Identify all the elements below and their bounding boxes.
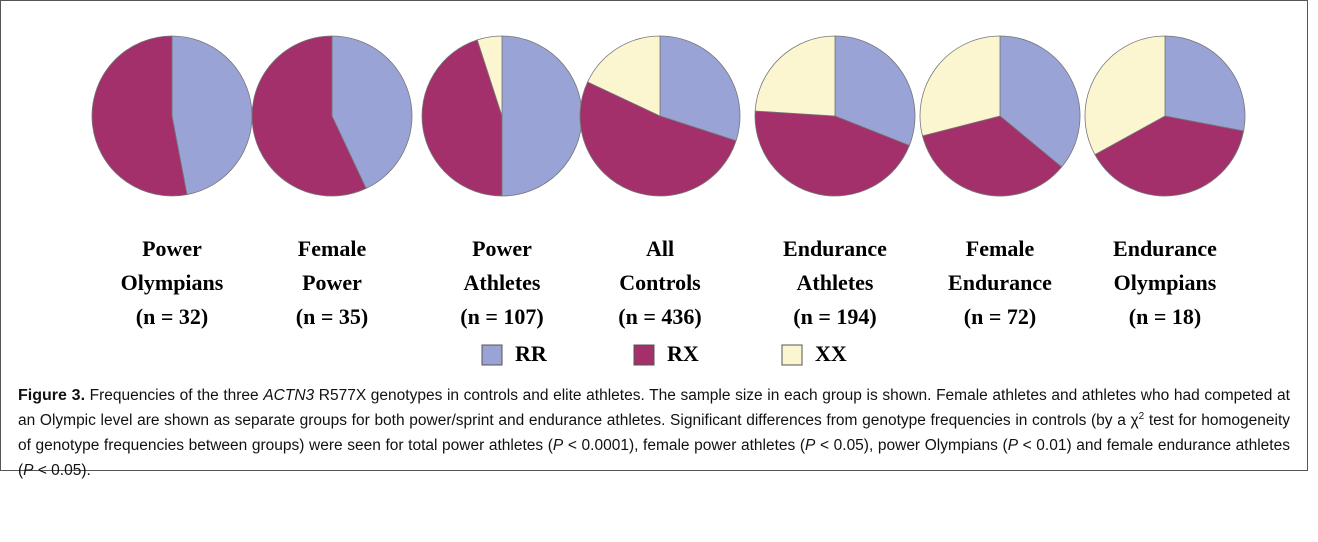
caption-text: < 0.01) and female endurance athletes ( [18, 437, 1290, 479]
pie-title: (n = 18) [1129, 304, 1201, 329]
pie-title: Endurance [783, 236, 887, 261]
pie-slice [251, 35, 367, 197]
pie-title: (n = 35) [296, 304, 368, 329]
caption-text: < 0.0001), female power athletes ( [563, 437, 806, 454]
pie-slice [421, 39, 503, 197]
pie-title: (n = 107) [460, 304, 543, 329]
pie-title: Athletes [464, 270, 541, 295]
legend-label: RR [515, 341, 548, 366]
pie-title: Female [298, 236, 367, 261]
pie-slice [331, 35, 413, 189]
caption-text: P [1007, 437, 1019, 454]
pie-slice [1164, 35, 1246, 132]
pie-slice [1084, 35, 1166, 156]
caption-text: P [23, 462, 34, 479]
pie-title: Endurance [1113, 236, 1217, 261]
pie-slice [476, 35, 503, 117]
pie-slice [659, 35, 741, 142]
pie-slice [91, 35, 188, 197]
pie-slice [587, 35, 661, 117]
pie-title: Endurance [948, 270, 1052, 295]
caption-text: < 0.05), power Olympians ( [815, 437, 1008, 454]
caption-text: test for homogeneity of genotype frequen… [18, 412, 1291, 454]
pie-title: Female [966, 236, 1035, 261]
pie-title: Power [302, 270, 362, 295]
legend-label: RX [667, 341, 699, 366]
caption: Figure 3. Frequencies of the three ACTN3… [18, 383, 1290, 483]
pie-slice [834, 35, 916, 146]
caption-text: R577X genotypes in controls and elite at… [18, 387, 1290, 429]
frame [0, 0, 1308, 471]
caption-text: P [552, 437, 564, 454]
pie-title: Olympians [121, 270, 224, 295]
pie-slice [1094, 115, 1245, 197]
caption-text: 2 [1138, 410, 1145, 422]
pie-title: (n = 436) [618, 304, 701, 329]
legend-swatch [781, 344, 803, 366]
pie-slice [754, 35, 836, 117]
pie-title: (n = 72) [964, 304, 1036, 329]
pie-slice [999, 35, 1081, 168]
caption-label: Figure 3. [18, 387, 86, 404]
caption-text: Frequencies of the three [85, 387, 264, 404]
legend-swatch [633, 344, 655, 366]
pie-title: Olympians [1114, 270, 1217, 295]
pie-slice [754, 110, 910, 197]
pie-title: (n = 194) [793, 304, 876, 329]
caption-text: < 0.05). [33, 462, 91, 479]
pie-slice [501, 35, 583, 197]
pie-title: All [646, 236, 674, 261]
caption-text: ACTN3 [263, 387, 315, 404]
pie-title: Controls [619, 270, 701, 295]
pie-slice [171, 35, 253, 196]
pie-slice [919, 35, 1001, 137]
pie-title: (n = 32) [136, 304, 208, 329]
pie-slice [579, 81, 737, 197]
pie-title: Power [472, 236, 532, 261]
legend-label: XX [815, 341, 847, 366]
pie-title: Power [142, 236, 202, 261]
pie-slice [922, 115, 1063, 197]
pie-title: Athletes [797, 270, 874, 295]
legend-swatch [481, 344, 503, 366]
caption-text: χ [1130, 412, 1139, 429]
caption-text: P [805, 437, 816, 454]
